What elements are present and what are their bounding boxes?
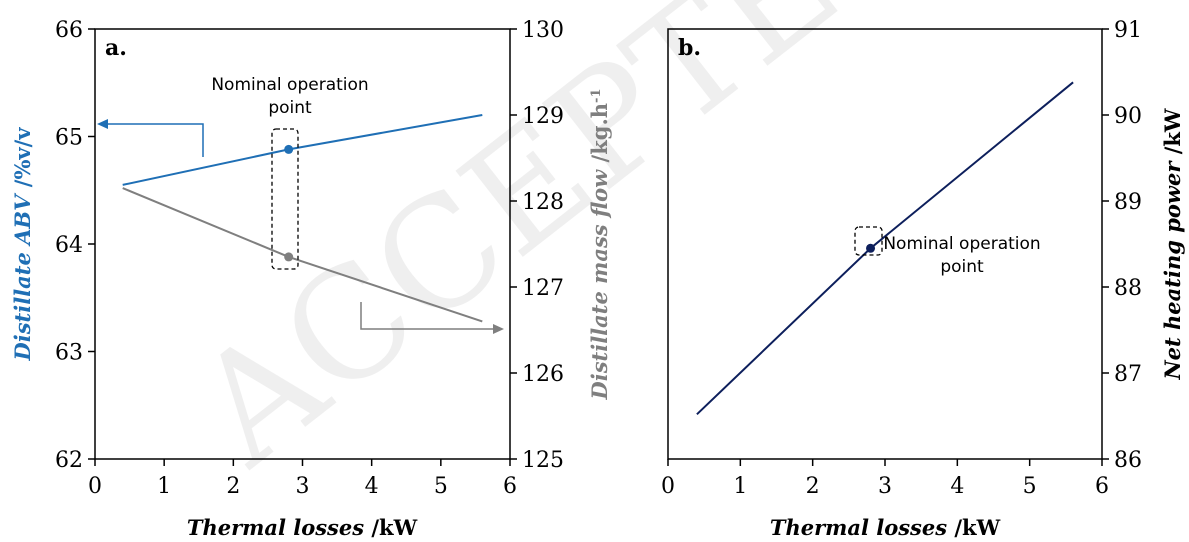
nominal-highlight-box-a	[271, 128, 299, 270]
y-left-ticks-a: 62 63 64 65 66	[55, 18, 95, 473]
x-ticks-b: 0 1 2 3 4 5 6	[661, 459, 1109, 499]
y-tick-label-right-a: 125	[522, 448, 564, 473]
y-tick-label-left-a: 64	[55, 233, 83, 258]
x-tick-label-b: 2	[806, 474, 820, 499]
annotation-b-line-2: point	[940, 257, 984, 277]
y-tick-label-right-a: 129	[522, 104, 564, 129]
x-axis-label-a: Thermal losses /kW	[187, 515, 418, 540]
x-tick-label-b: 6	[1095, 474, 1109, 499]
left-axis-arrowhead	[97, 119, 108, 129]
y-tick-label-right-a: 126	[522, 362, 564, 387]
y-tick-label-right-b: 91	[1114, 18, 1142, 43]
y-tick-label-left-a: 65	[55, 126, 83, 151]
y-tick-label-right-b: 89	[1114, 190, 1142, 215]
x-tick-label-a: 1	[157, 474, 171, 499]
y-tick-label-right-b: 86	[1114, 448, 1142, 473]
x-tick-label-a: 5	[434, 474, 448, 499]
annotation-a-line-2: point	[268, 98, 312, 118]
y-tick-label-right-a: 128	[522, 190, 564, 215]
nominal-point-power	[866, 243, 876, 253]
y-tick-label-left-a: 62	[55, 448, 83, 473]
x-tick-label-b: 1	[733, 474, 747, 499]
x-tick-label-a: 4	[365, 474, 379, 499]
y-right-axis-label-b: Net heating power /kW	[1160, 108, 1185, 380]
x-tick-label-a: 3	[296, 474, 310, 499]
y-tick-label-right-b: 87	[1114, 362, 1142, 387]
x-tick-label-b: 3	[878, 474, 892, 499]
y-right-axis-label-a: Distillate mass flow /kg.h-1	[587, 88, 612, 400]
y-tick-label-left-a: 63	[55, 341, 83, 366]
y-tick-label-right-b: 90	[1114, 104, 1142, 129]
x-tick-label-b: 4	[950, 474, 964, 499]
right-axis-indicator-arrow	[360, 302, 498, 330]
panel-a-label: a.	[105, 35, 127, 61]
panel-b-label: b.	[678, 35, 701, 61]
y-tick-label-right-a: 127	[522, 276, 564, 301]
left-axis-indicator-arrow	[100, 123, 204, 157]
nominal-point-abv	[284, 144, 294, 154]
panel-b: b. 0 1 2 3 4 5 6 86 87 88 89 90 91 Thermal losses /…	[661, 18, 1185, 540]
x-ticks-a: 0 1 2 3 4 5 6	[88, 459, 517, 499]
nominal-highlight-box-b	[854, 226, 883, 256]
x-tick-label-b: 0	[661, 474, 675, 499]
annotation-b-line-1: Nominal operation	[883, 234, 1040, 254]
y-tick-label-left-a: 66	[55, 18, 83, 43]
y-right-ticks-a: 125 126 127 128 129 130	[510, 18, 564, 473]
x-tick-label-a: 6	[503, 474, 517, 499]
annotation-a-line-1: Nominal operation	[211, 75, 368, 95]
x-tick-label-a: 0	[88, 474, 102, 499]
y-left-axis-label-a: Distillate ABV /%v/v	[10, 127, 35, 362]
y-tick-label-right-a: 130	[522, 18, 564, 43]
x-tick-label-a: 2	[226, 474, 240, 499]
x-tick-label-b: 5	[1023, 474, 1037, 499]
y-tick-label-right-b: 88	[1114, 276, 1142, 301]
x-axis-label-b: Thermal losses /kW	[770, 515, 1001, 540]
nominal-point-mass-flow	[284, 252, 294, 262]
y-right-ticks-b: 86 87 88 89 90 91	[1102, 18, 1142, 473]
right-axis-arrowhead	[493, 324, 504, 334]
panel-a: a. 0 1 2 3 4 5 6 62 63 64 65 66 125 126 127 128 129 130…	[10, 18, 612, 540]
